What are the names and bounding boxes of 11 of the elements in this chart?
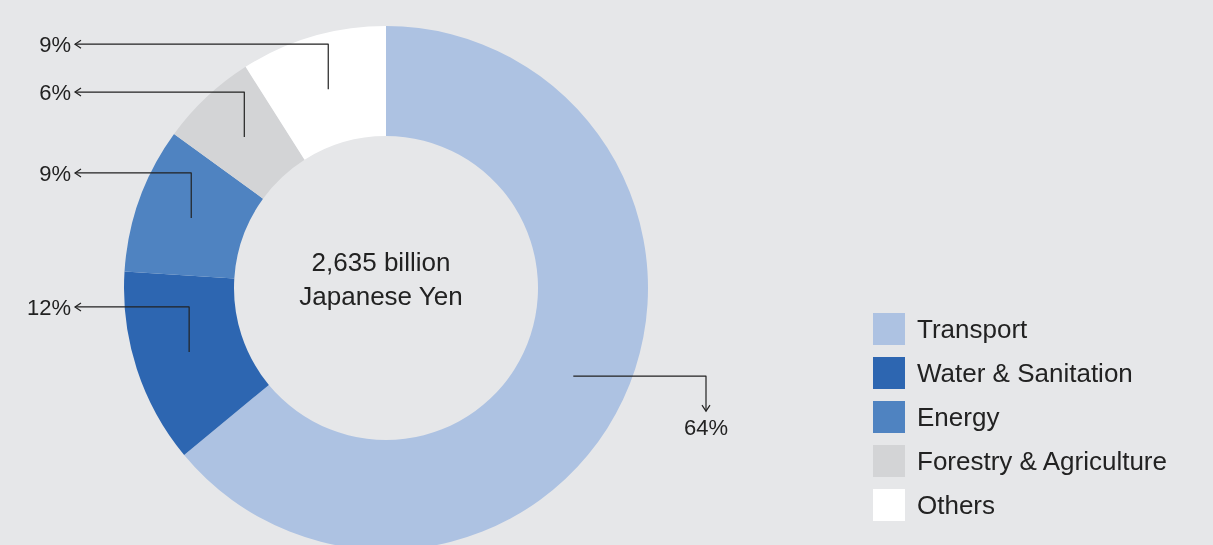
legend-label: Energy	[917, 401, 1000, 433]
text: 2,635 billion Japanese Yen	[298, 246, 464, 313]
legend-label: Forestry & Agriculture	[917, 445, 1167, 477]
data-label: 12%	[26, 294, 71, 320]
data-label: 9%	[39, 31, 71, 57]
data-label: 6%	[39, 79, 71, 105]
legend-label: Transport	[917, 313, 1028, 345]
legend-label: Water & Sanitation	[917, 357, 1133, 389]
data-label: 64%	[683, 415, 729, 441]
legend-label: Others	[917, 489, 996, 521]
data-label: 9%	[39, 160, 71, 186]
